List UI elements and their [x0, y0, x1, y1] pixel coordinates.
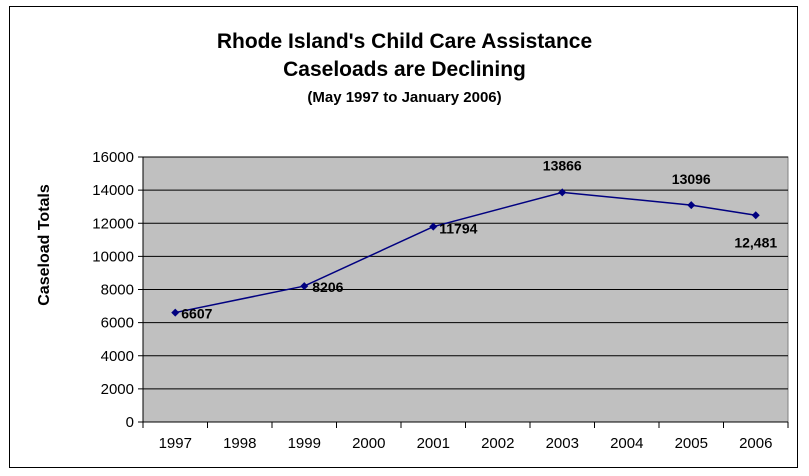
data-label: 6607: [181, 306, 212, 322]
x-tick-label: 1997: [159, 435, 192, 452]
data-point-marker: [751, 211, 760, 220]
data-label: 11794: [439, 221, 477, 237]
data-label: 13096: [672, 171, 711, 187]
data-point-marker: [300, 282, 309, 291]
y-tick-label: 10000: [92, 248, 134, 265]
x-tick-label: 1998: [223, 435, 256, 452]
y-axis-ticks: 0 2000 4000 6000 8000 10000 12000 14000 16000: [92, 149, 143, 431]
x-axis-ticks: 1997 1998 1999 2000 2001 2002 2003 2004 2005 2006: [142, 422, 789, 452]
x-tick-label: 2004: [610, 435, 643, 452]
y-tick-label: 4000: [101, 348, 134, 365]
chart-subtitle: (May 1997 to January 2006): [307, 89, 502, 106]
x-tick-label: 2003: [546, 435, 579, 452]
y-tick-label: 12000: [92, 215, 134, 232]
chart-title: Rhode Island's Child Care Assistance: [216, 30, 593, 53]
data-labels: 6607 8206 11794 13866 13096 12,481: [181, 157, 777, 321]
y-tick-label: 0: [126, 414, 134, 431]
x-tick-label: 2002: [481, 435, 514, 452]
y-axis-label: Caseload Totals: [36, 184, 53, 306]
data-label: 13866: [543, 157, 582, 173]
y-tick-label: 6000: [101, 315, 134, 332]
data-point-marker: [171, 308, 180, 317]
series-group: [171, 188, 760, 317]
data-point-marker: [687, 201, 696, 210]
gridlines: [143, 156, 788, 390]
y-tick-label: 14000: [92, 182, 134, 199]
chart-title-line2: Caseloads are Declining: [283, 58, 526, 81]
y-tick-label: 16000: [92, 149, 134, 166]
x-tick-label: 1999: [288, 435, 321, 452]
y-tick-label: 8000: [101, 282, 134, 299]
data-label: 8206: [312, 279, 343, 295]
data-point-marker: [429, 222, 438, 231]
y-tick-label: 2000: [101, 381, 134, 398]
data-label: 12,481: [734, 234, 777, 250]
series-line: [175, 191, 756, 314]
data-point-marker: [558, 188, 567, 197]
x-tick-label: 2006: [739, 435, 772, 452]
x-tick-label: 2000: [352, 435, 385, 452]
x-tick-label: 2005: [675, 435, 708, 452]
x-tick-label: 2001: [417, 435, 450, 452]
